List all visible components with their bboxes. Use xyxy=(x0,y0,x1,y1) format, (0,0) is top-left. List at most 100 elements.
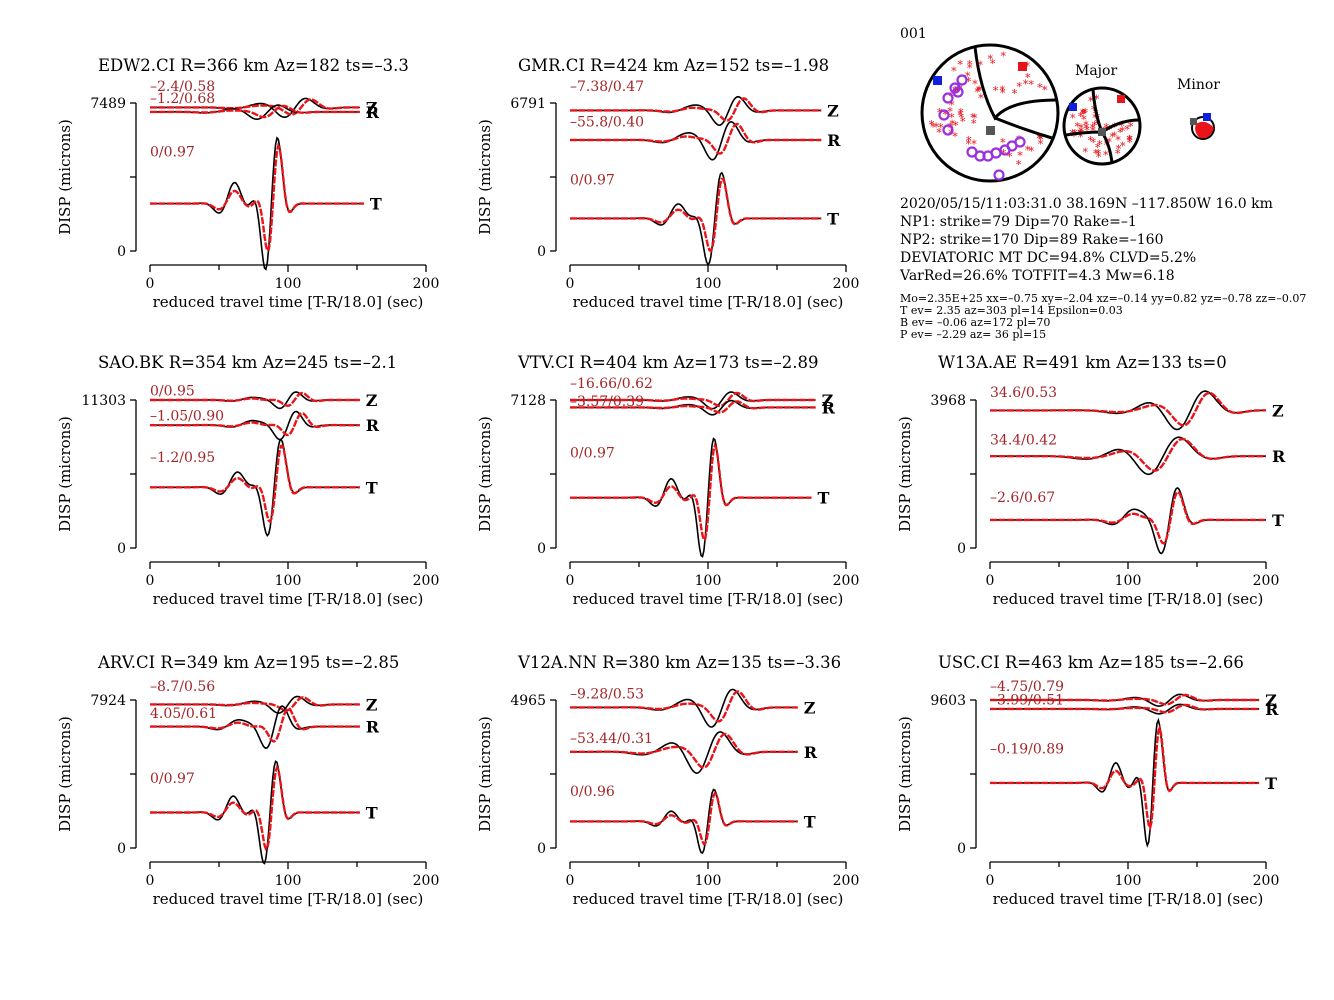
star-mark: * xyxy=(1117,127,1123,140)
p-axis-marker xyxy=(1018,62,1027,71)
x-tick-label: 100 xyxy=(695,276,722,292)
fit-label: –0.19/0.89 xyxy=(990,741,1064,757)
beachball-major: *** *************** ***** **** **** *********… xyxy=(1062,86,1142,166)
star-mark: * xyxy=(966,135,972,148)
component-label: T xyxy=(827,209,839,228)
component-label: Z xyxy=(366,98,378,117)
y-axis-label: DISP (microns) xyxy=(896,716,914,832)
component-label: T xyxy=(818,489,830,508)
major-b-marker xyxy=(1098,128,1106,136)
star-mark: * xyxy=(1094,93,1100,106)
fit-label: –16.66/0.62 xyxy=(570,376,653,392)
star-mark: * xyxy=(1001,50,1007,63)
component-label: Z xyxy=(366,695,378,714)
star-mark: * xyxy=(1093,148,1099,161)
y-tick-label: 9603 xyxy=(930,693,966,709)
star-mark: * xyxy=(1103,149,1109,162)
x-tick-label: 0 xyxy=(146,573,155,589)
synthetic-trace-T xyxy=(150,764,360,851)
panel-title: GMR.CI R=424 km Az=152 ts=–1.98 xyxy=(518,56,829,75)
star-mark: * xyxy=(1025,144,1031,157)
fit-label: –8.7/0.56 xyxy=(150,679,215,695)
y-axis-label: DISP (microns) xyxy=(476,716,494,832)
component-label: Z xyxy=(1265,691,1277,710)
star-mark: * xyxy=(1107,123,1113,136)
star-mark: * xyxy=(957,109,963,122)
panel-7: USC.CI R=463 km Az=185 ts=–2.66 9603 0 DISP… xyxy=(896,653,1279,908)
star-mark: * xyxy=(993,85,999,98)
synthetic-trace-T xyxy=(570,177,822,253)
star-mark: * xyxy=(1000,137,1006,150)
panel-0: EDW2.CI R=366 km Az=182 ts=–3.3 7489 0 DISP… xyxy=(56,56,439,311)
star-mark: * xyxy=(960,116,966,129)
panel-title: ARV.CI R=349 km Az=195 ts=–2.85 xyxy=(97,653,399,672)
fit-label: –3.57/0.39 xyxy=(570,394,644,410)
x-tick-label: 200 xyxy=(833,873,860,889)
fit-label: –9.28/0.53 xyxy=(570,687,644,703)
x-tick-label: 100 xyxy=(1115,873,1142,889)
synthetic-trace-Z xyxy=(150,696,360,712)
star-mark: * xyxy=(1029,145,1035,158)
star-mark: * xyxy=(977,59,983,72)
star-mark: * xyxy=(958,106,964,119)
synthetic-trace-R xyxy=(990,703,1260,714)
synthetic-trace-R xyxy=(150,411,360,437)
star-mark: * xyxy=(987,53,993,66)
star-mark: * xyxy=(1023,78,1029,91)
panel-title: EDW2.CI R=366 km Az=182 ts=–3.3 xyxy=(98,56,409,75)
y-tick-label: 0 xyxy=(957,841,966,857)
star-mark: * xyxy=(1088,135,1094,148)
fit-label: 0/0.95 xyxy=(150,384,195,400)
x-tick-label: 200 xyxy=(1253,573,1280,589)
minor-label: Minor xyxy=(1177,77,1220,93)
star-mark: * xyxy=(1126,134,1132,147)
fit-label: –1.05/0.90 xyxy=(150,409,224,425)
star-mark: * xyxy=(1070,112,1076,125)
synthetic-trace-T xyxy=(570,442,812,542)
synthetic-trace-Z xyxy=(990,693,1260,706)
y-tick-label: 0 xyxy=(117,541,126,557)
star-mark: * xyxy=(1106,136,1112,149)
star-mark: * xyxy=(1083,122,1089,135)
fit-label: –7.38/0.47 xyxy=(570,79,644,95)
y-axis-label: DISP (microns) xyxy=(56,716,74,832)
component-label: T xyxy=(1265,774,1277,793)
event-np2: NP2: strike=170 Dip=89 Rake=–160 xyxy=(900,232,1163,248)
major-label: Major xyxy=(1075,63,1117,79)
x-tick-label: 0 xyxy=(986,873,995,889)
component-label: R xyxy=(1272,447,1286,466)
star-mark: * xyxy=(1119,120,1125,133)
star-mark: * xyxy=(947,121,953,134)
star-mark: * xyxy=(1081,114,1087,127)
y-tick-label: 0 xyxy=(537,541,546,557)
star-mark: * xyxy=(1080,107,1086,120)
event-moment: Mo=2.35E+25 xx=–0.75 xy=–2.04 xz=–0.14 y… xyxy=(900,292,1306,305)
fit-label: 0/0.96 xyxy=(570,784,615,800)
event-origin: 2020/05/15/11:03:31.0 38.169N –117.850W … xyxy=(900,196,1273,212)
component-label: R xyxy=(822,398,836,417)
star-mark: * xyxy=(1016,158,1022,171)
x-axis-label: reduced travel time [T-R/18.0] (sec) xyxy=(153,590,424,608)
star-mark: * xyxy=(965,70,971,83)
event-p-axis: P ev= –2.29 az= 36 pl=15 xyxy=(900,328,1046,341)
star-mark: * xyxy=(1127,133,1133,146)
x-tick-label: 200 xyxy=(833,573,860,589)
y-tick-label: 0 xyxy=(117,841,126,857)
event-np1: NP1: strike=79 Dip=70 Rake=–1 xyxy=(900,214,1137,230)
star-mark: * xyxy=(1025,72,1031,85)
component-label: T xyxy=(366,478,378,497)
fit-label: 0/0.97 xyxy=(150,144,195,160)
fit-label: 4.05/0.61 xyxy=(150,706,217,722)
star-mark: * xyxy=(1120,140,1126,153)
star-mark: * xyxy=(967,59,973,72)
star-mark: * xyxy=(1127,137,1133,150)
panel-title: SAO.BK R=354 km Az=245 ts=–2.1 xyxy=(98,353,397,372)
star-mark: * xyxy=(1078,122,1084,135)
panel-title: W13A.AE R=491 km Az=133 ts=0 xyxy=(938,353,1227,372)
synthetic-trace-R xyxy=(990,437,1266,472)
star-mark: * xyxy=(949,111,955,124)
component-label: R xyxy=(366,103,380,122)
synthetic-trace-T xyxy=(570,791,798,846)
fit-label: 0/0.97 xyxy=(570,446,615,462)
y-tick-label: 7924 xyxy=(90,693,126,709)
